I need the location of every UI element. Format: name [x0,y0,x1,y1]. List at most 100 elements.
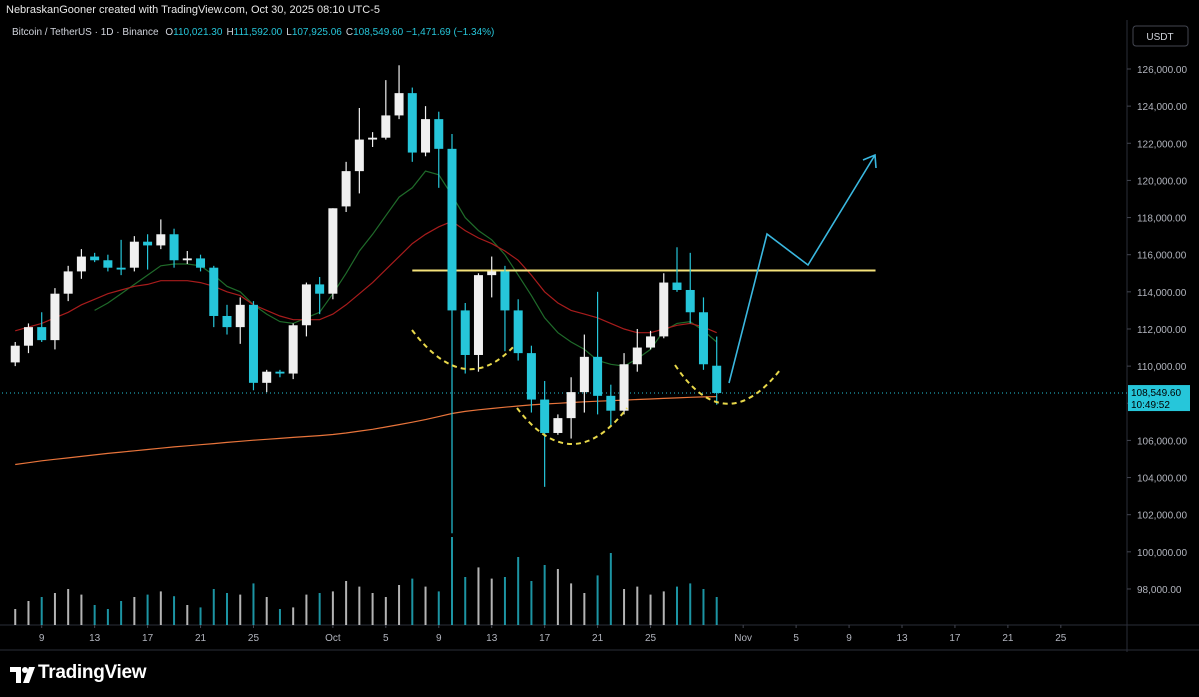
x-tick-label: 5 [383,633,389,644]
candle-body [712,365,722,394]
y-tick-label: 114,000.00 [1137,288,1187,299]
candle-body [553,418,563,433]
symbol: Bitcoin / TetherUS · 1D · Binance [12,27,159,38]
candle-body [540,399,550,433]
ohlc: O110,021.30 H111,592.00 L107,925.06 C108,54… [161,27,403,38]
symbol-legend: Bitcoin / TetherUS · 1D · Binance O110,0… [12,26,494,40]
ohlc-value: 110,021.30 [173,27,223,38]
candle-body [685,289,695,313]
moving-average [15,220,717,334]
ohlc-value: 108,549.60 [353,27,404,38]
candle-body [23,327,33,346]
x-tick-label: 5 [793,633,799,644]
x-tick-label: 17 [142,633,154,644]
x-tick-label: 17 [539,633,551,644]
y-tick-label: 124,000.00 [1137,102,1187,113]
y-tick-label: 104,000.00 [1137,474,1187,485]
y-tick-label: 122,000.00 [1137,139,1187,150]
candle-body [407,93,417,153]
candle-body [354,139,364,172]
credit: NebraskanGooner created with TradingView… [6,4,380,16]
x-tick-label: 21 [592,633,604,644]
candle-body [473,275,483,355]
x-tick-label: 25 [645,633,657,644]
background [0,20,1199,652]
candle-body [50,293,60,341]
x-tick-label: 25 [1055,633,1067,644]
candle-body [169,234,179,261]
candle-body [76,256,86,272]
candle-body [460,310,470,355]
candle-body [328,208,338,294]
candle-body [434,119,444,149]
y-tick-label: 116,000.00 [1137,251,1187,262]
candle-body [222,315,232,328]
candle-body [235,304,245,328]
candle-body [10,345,20,363]
currency-box[interactable] [1132,25,1189,47]
y-tick-label: 112,000.00 [1137,325,1187,336]
candle-body [37,327,47,341]
candle-body [447,148,457,311]
candle-body [394,93,404,116]
candle-body [103,260,113,268]
y-tick-label: 126,000.00 [1137,65,1187,76]
y-tick-label: 120,000.00 [1137,176,1187,187]
ohlc-key: L [286,27,292,38]
candle-body [248,304,258,383]
candle-body [275,371,285,374]
pattern-arc [411,329,516,371]
candle-body [262,371,272,383]
x-tick-label: 9 [39,633,45,644]
candle-body [672,282,682,290]
top-bar: NebraskanGooner created with TradingView… [0,0,1199,20]
candle-body [63,271,73,294]
ohlc-key: O [165,27,174,38]
candle-body [566,392,576,419]
x-tick-label: 9 [436,633,442,644]
candle-body [526,353,536,400]
candle-body [500,271,510,311]
candle-body [156,234,166,246]
candle-body [368,137,378,140]
candle-body [196,258,206,268]
x-tick-label: Nov [734,633,752,644]
ohlc-value: 107,925.06 [291,27,342,38]
candle-body [606,395,616,411]
y-tick-label: 118,000.00 [1137,214,1187,225]
candle-body [421,119,431,153]
candle-body [182,258,192,261]
y-tick-label: 98,000.00 [1137,585,1182,596]
change: −1,471.69 (−1.34%) [405,27,495,38]
candle-body [579,356,589,393]
x-tick-label: 13 [89,633,101,644]
moving-average [15,396,717,466]
x-tick-label: 21 [1002,633,1014,644]
currency: USDT [1146,32,1173,43]
candle-body [315,284,325,294]
candle-body [381,115,391,138]
y-tick-label: 102,000.00 [1137,511,1187,522]
brand: TradingView [38,662,147,683]
pattern-arc [674,364,781,405]
candle-body [129,241,139,268]
candle-body [341,171,351,207]
candle-body [593,356,603,396]
x-tick-label: 9 [846,633,852,644]
y-tick-label: 100,000.00 [1137,548,1187,559]
last-price-label: 108,549.60 [1131,388,1181,399]
x-tick-label: 13 [896,633,908,644]
last-price-box [1128,385,1190,412]
y-tick-label: 110,000.00 [1137,362,1187,373]
chart: USDT 98,000.00 100,000.00 102,000.00 104,00… [0,20,1199,652]
plot [2,65,1127,625]
drawings [411,153,877,445]
candle-body [659,282,669,337]
y-tick-label: 106,000.00 [1137,436,1187,447]
ohlc-key: H [226,27,234,38]
x-tick-label: 13 [486,633,498,644]
candle-body [90,256,100,261]
candle-body [632,347,642,365]
candle-body [487,271,497,276]
